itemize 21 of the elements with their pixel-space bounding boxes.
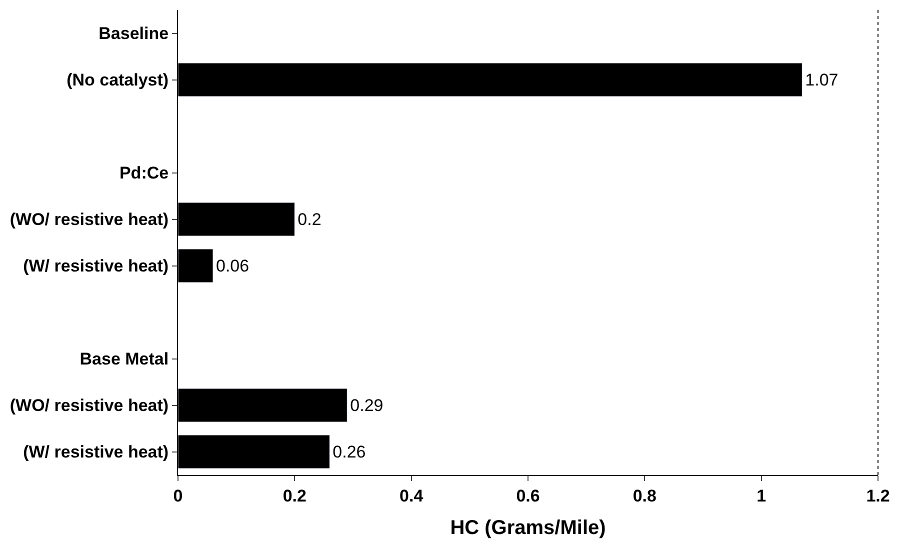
x-tick-label: 0.6 <box>516 486 540 506</box>
data-label: 0.2 <box>298 210 322 229</box>
y-tick-label: (WO/ resistive heat) <box>10 210 169 230</box>
x-tick-label: 0 <box>173 486 183 506</box>
y-tick-label: (W/ resistive heat) <box>23 442 169 462</box>
y-tick-label: (W/ resistive heat) <box>23 256 169 276</box>
y-tick-label: Pd:Ce <box>119 164 169 183</box>
y-tick-label: Baseline <box>98 24 169 44</box>
data-label: 0.29 <box>350 396 384 415</box>
x-tick-label: 0.8 <box>632 486 656 506</box>
x-tick-label: 0.4 <box>400 486 424 506</box>
y-tick-label: (No catalyst) <box>66 70 169 90</box>
x-tick-label: 0.2 <box>282 486 306 506</box>
x-tick-label: 1 <box>756 486 766 506</box>
data-label: 0.06 <box>216 256 250 276</box>
y-tick-label: (WO/ resistive heat) <box>10 396 169 416</box>
data-label: 1.07 <box>805 70 838 90</box>
data-label: 0.26 <box>332 442 366 462</box>
y-tick-label: Base Metal <box>80 350 169 369</box>
x-tick-label: 1.2 <box>866 486 890 506</box>
x-axis-title: HC (Grams/Mile) <box>450 516 606 539</box>
